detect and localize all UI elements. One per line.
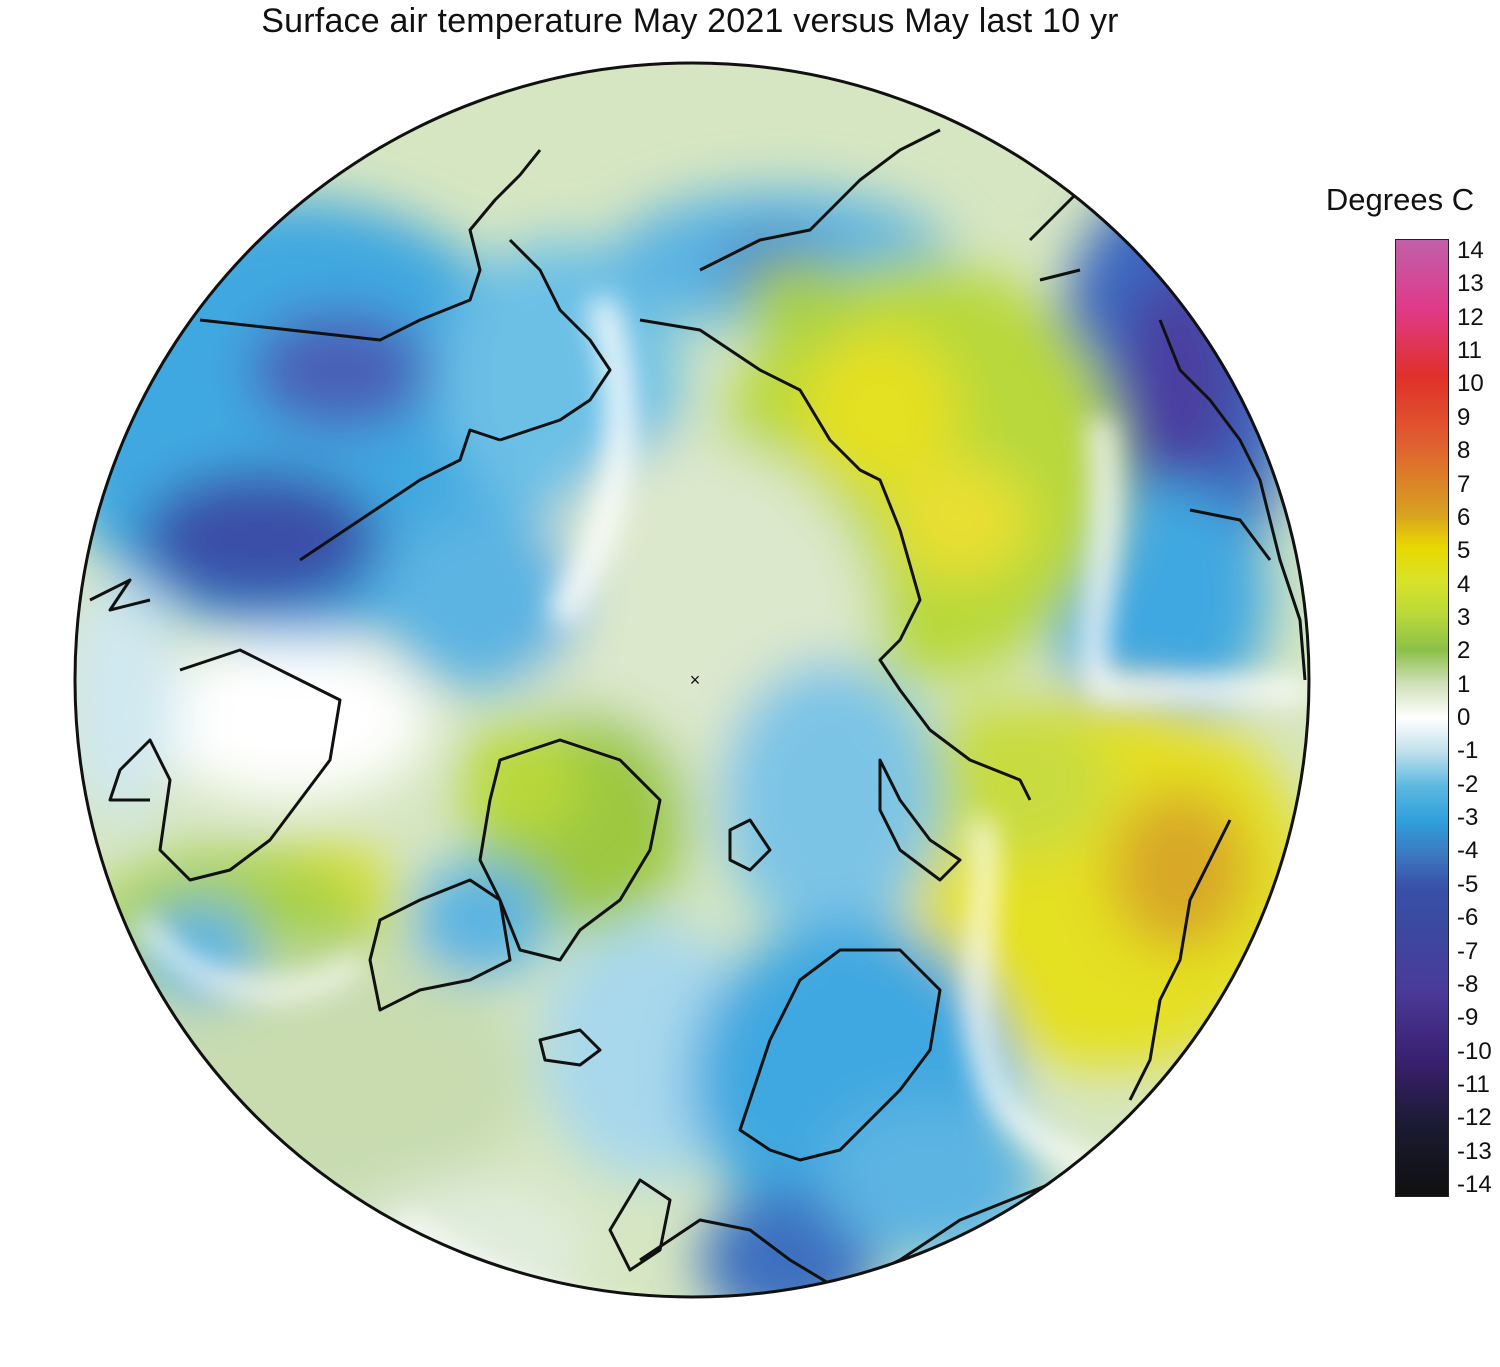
colorbar-tick-label: -9	[1457, 1004, 1479, 1032]
north-pole-marker: ×	[690, 670, 701, 690]
colorbar-tick-label: -13	[1457, 1137, 1492, 1165]
coast-scandinavia	[738, 948, 942, 1162]
legend-title: Degrees C	[1325, 182, 1475, 217]
colorbar-tick-label: 6	[1457, 503, 1471, 531]
colorbar-tick-label: -5	[1457, 870, 1479, 898]
coast-russia-east	[1128, 508, 1272, 1101]
colorbar-tick-label: 10	[1457, 370, 1484, 398]
colorbar-tick-label: -12	[1457, 1104, 1492, 1132]
colorbar-tick-label: -1	[1457, 737, 1479, 765]
colorbar-tick-label: -7	[1457, 937, 1479, 965]
chart-title: Surface air temperature May 2021 versus …	[261, 2, 1119, 40]
coast-svalbard	[728, 818, 772, 872]
coast-chukotka	[699, 128, 941, 272]
colorbar-tick-label: 13	[1457, 270, 1484, 298]
colorbar-tick-label: 7	[1457, 470, 1471, 498]
coast-labrador	[368, 878, 512, 1012]
colorbar	[1395, 239, 1449, 1197]
colorbar-tick-label: -14	[1457, 1171, 1492, 1198]
colorbar-tick-label: -2	[1457, 770, 1479, 798]
coast-greenland	[478, 738, 662, 962]
colorbar-tick-label: -4	[1457, 837, 1479, 865]
map-border	[73, 61, 1311, 1299]
colorbar-tick-label: 0	[1457, 704, 1471, 731]
colorbar-tick-label: 9	[1457, 403, 1471, 431]
polar-map: ×	[73, 61, 1311, 1299]
colorbar-tick-label: -11	[1457, 1070, 1490, 1098]
coast-uk	[608, 1178, 672, 1272]
polar-map-svg: ×	[73, 61, 1311, 1299]
colorbar-tick-label: 11	[1457, 337, 1482, 365]
coast-hudson	[108, 648, 342, 882]
coast-canada-arctic	[299, 238, 612, 562]
colorbar-tick-label: 1	[1457, 670, 1471, 698]
colorbar-tick-label: 12	[1457, 303, 1484, 331]
colorbar-tick-label: 3	[1457, 603, 1471, 631]
coast-iceland	[538, 1028, 602, 1067]
colorbar-tick-label: 2	[1457, 637, 1471, 665]
anomaly-field	[75, 63, 1309, 1297]
colorbar-tick-label: -6	[1457, 904, 1479, 932]
colorbar-tick-label: 5	[1457, 537, 1471, 565]
colorbar-tick-label: 14	[1457, 237, 1484, 264]
coast-novaya-zemlya	[878, 758, 962, 882]
coast-alaska	[89, 149, 542, 612]
colorbar-tick-label: -10	[1457, 1037, 1492, 1065]
colorbar-tick-label: -3	[1457, 804, 1479, 832]
colorbar-tick-label: -8	[1457, 970, 1479, 998]
coast-siberia	[639, 318, 1032, 801]
colorbar-tick-label: 8	[1457, 437, 1471, 465]
colorbar-tick-label: 4	[1457, 570, 1471, 598]
